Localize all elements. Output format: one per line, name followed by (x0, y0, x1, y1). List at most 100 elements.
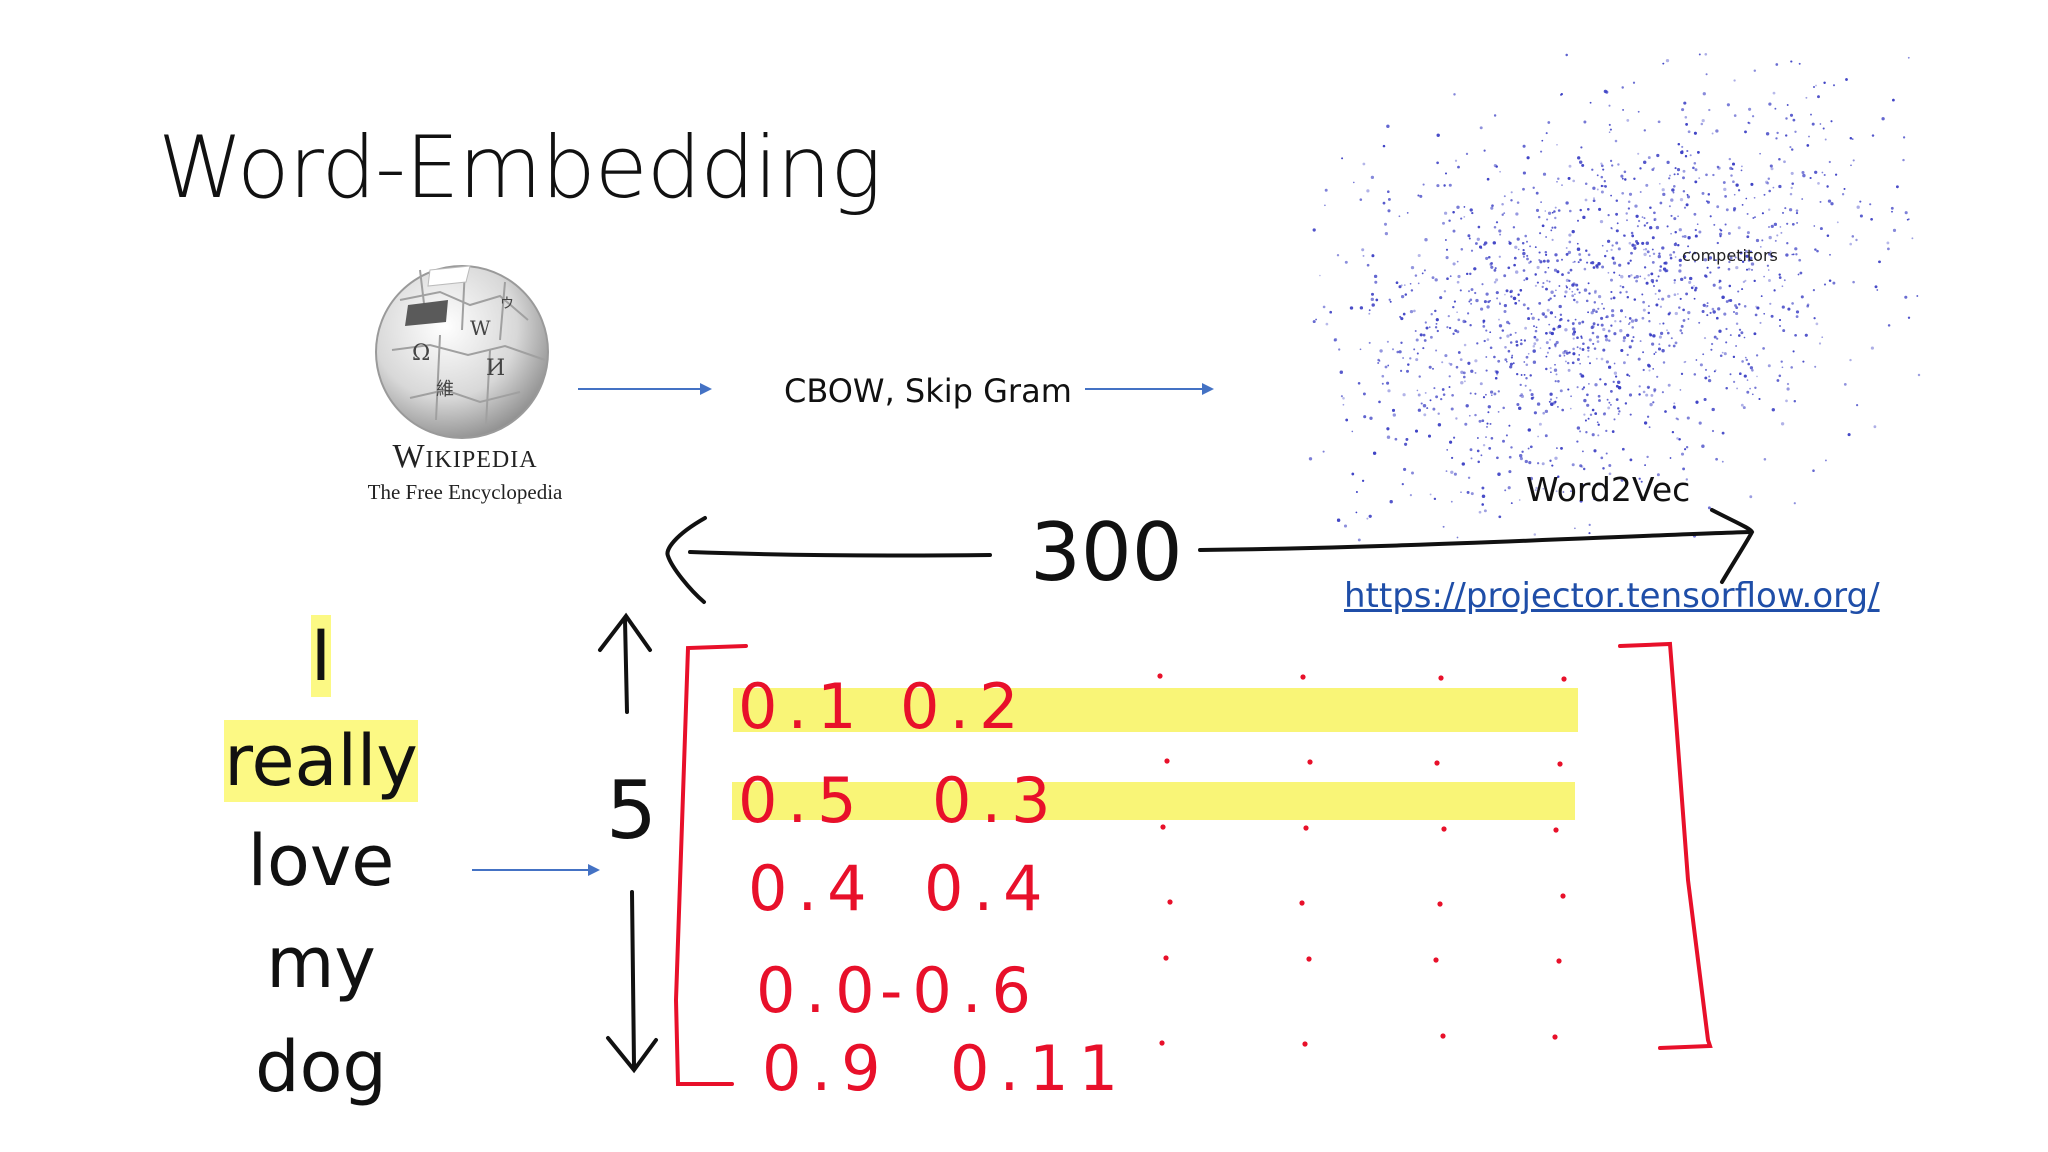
scatter-point (1572, 327, 1576, 331)
scatter-point (1465, 404, 1469, 408)
scatter-point (1554, 343, 1557, 346)
scatter-point (1690, 286, 1694, 290)
scatter-point (1819, 200, 1822, 203)
scatter-point (1595, 357, 1598, 360)
scatter-point (1799, 271, 1803, 275)
scatter-point (1514, 245, 1518, 249)
scatter-point (1608, 339, 1611, 342)
scatter-point (1524, 384, 1527, 387)
scatter-point (1682, 190, 1686, 193)
scatter-point (1667, 331, 1670, 335)
scatter-point (1678, 269, 1682, 273)
scatter-point (1702, 303, 1706, 307)
scatter-point (1701, 444, 1705, 448)
scatter-point (1685, 446, 1689, 449)
scatter-point (1544, 250, 1548, 254)
scatter-point (1876, 289, 1879, 291)
scatter-point (1642, 300, 1645, 304)
scatter-point (1632, 336, 1635, 339)
scatter-point (1588, 532, 1591, 535)
scatter-point (1455, 365, 1459, 369)
scatter-point (1715, 129, 1719, 133)
scatter-point (1633, 276, 1636, 279)
scatter-point (1466, 490, 1470, 494)
scatter-point (1551, 226, 1554, 229)
ellipsis-dot (1561, 676, 1567, 682)
scatter-point (1340, 395, 1343, 398)
scatter-point (1604, 334, 1608, 338)
scatter-point (1468, 414, 1471, 417)
scatter-point (1798, 62, 1801, 65)
scatter-point (1561, 258, 1563, 261)
scatter-point (1683, 276, 1687, 279)
scatter-point (1433, 497, 1437, 501)
scatter-point (1627, 261, 1630, 265)
scatter-point (1684, 448, 1687, 451)
scatter-point (1386, 427, 1390, 431)
ellipsis-dot (1160, 824, 1166, 830)
scatter-point (1711, 307, 1715, 311)
scatter-point (1422, 404, 1427, 408)
scatter-point (1630, 319, 1635, 323)
scatter-point (1635, 214, 1639, 218)
sentence-word: really (224, 720, 418, 802)
scatter-point (1739, 257, 1741, 260)
scatter-point (1683, 361, 1686, 364)
slide-title: Word-Embedding (158, 118, 882, 218)
scatter-point (1781, 305, 1785, 309)
scatter-point (1457, 351, 1461, 354)
scatter-point (1600, 164, 1604, 168)
scatter-point (1474, 359, 1478, 363)
scatter-point (1729, 166, 1733, 170)
scatter-point (1579, 362, 1581, 365)
scatter-point (1573, 298, 1576, 302)
scatter-point (1600, 316, 1604, 320)
scatter-point (1409, 309, 1414, 314)
scatter-point (1608, 123, 1611, 126)
scatter-point (1701, 310, 1705, 313)
scatter-point (1680, 372, 1684, 376)
scatter-point (1456, 205, 1460, 209)
scatter-point (1445, 470, 1448, 472)
scatter-point (1645, 222, 1648, 225)
scatter-point (1656, 473, 1660, 477)
scatter-point (1557, 177, 1560, 181)
scatter-point (1806, 304, 1810, 308)
scatter-point (1621, 447, 1625, 451)
scatter-point (1907, 56, 1910, 59)
scatter-point (1869, 203, 1872, 206)
scatter-point (1576, 386, 1579, 389)
scatter-point (1522, 303, 1526, 307)
scatter-point (1584, 419, 1587, 422)
scatter-point (1525, 363, 1529, 366)
scatter-point (1431, 276, 1435, 280)
scatter-point (1607, 329, 1611, 333)
scatter-point (1439, 296, 1443, 300)
scatter-point (1319, 274, 1321, 277)
scatter-point (1719, 235, 1722, 238)
scatter-point (1916, 295, 1919, 297)
scatter-point (1522, 187, 1525, 191)
scatter-point (1456, 260, 1459, 263)
scatter-point (1611, 430, 1615, 433)
projector-link[interactable]: https://projector.tensorflow.org/ (1344, 576, 1880, 616)
scatter-point (1568, 233, 1572, 237)
scatter-point (1494, 267, 1497, 270)
scatter-point (1911, 237, 1914, 240)
scatter-point (1534, 273, 1537, 276)
scatter-point (1355, 511, 1358, 514)
scatter-point (1363, 415, 1367, 419)
scatter-point (1629, 458, 1633, 462)
scatter-point (1434, 278, 1438, 282)
scatter-point (1497, 411, 1500, 413)
scatter-point (1674, 231, 1677, 234)
scatter-point (1445, 239, 1447, 241)
scatter-point (1658, 343, 1661, 346)
scatter-point (1627, 323, 1630, 326)
scatter-point (1522, 144, 1526, 148)
scatter-point (1710, 342, 1714, 346)
scatter-point (1359, 348, 1362, 351)
scatter-point (1658, 322, 1661, 325)
scatter-point (1610, 194, 1612, 197)
scatter-point (1589, 413, 1593, 417)
